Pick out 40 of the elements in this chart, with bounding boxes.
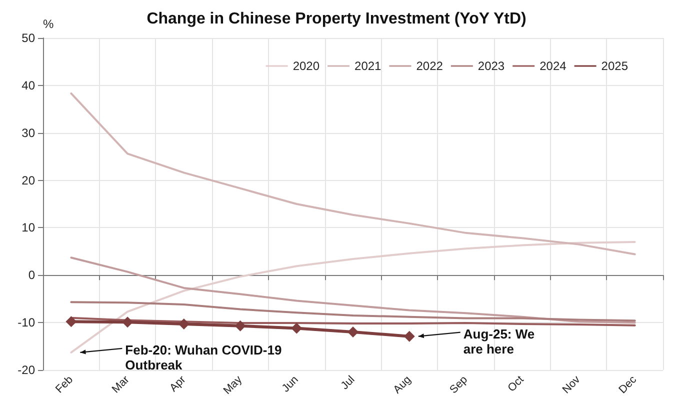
legend-label: 2024 <box>540 59 567 73</box>
x-tick-label: May <box>221 373 245 397</box>
point <box>291 322 302 334</box>
legend-label: 2020 <box>292 59 320 73</box>
x-tick-label: Sep <box>448 374 470 396</box>
x-tick-label: Dec <box>616 373 640 396</box>
legend-label: 2021 <box>354 59 382 73</box>
x-tick-label: Apr <box>168 374 188 394</box>
point <box>234 320 246 332</box>
point <box>66 316 77 328</box>
annotation: Feb-20: Wuhan COVID-19 Outbreak <box>125 342 282 372</box>
y-tick-label: 50 <box>22 31 36 45</box>
legend-label: 2025 <box>601 59 628 73</box>
y-tick-label: 0 <box>28 268 36 282</box>
x-tick-label: Aug <box>391 374 414 396</box>
x-tick-label: Feb <box>54 374 76 396</box>
point <box>178 318 190 330</box>
annotation: Aug-25: We are here <box>463 326 535 356</box>
line-series <box>70 240 636 354</box>
point <box>122 316 134 328</box>
point <box>404 330 415 342</box>
chart-title: Change in Chinese Property Investment (YoY YtD) <box>146 10 526 28</box>
y-tick-label: -20 <box>18 363 36 377</box>
x-tick-label: Nov <box>560 373 584 396</box>
x-tick-label: Jun <box>280 374 301 395</box>
y-tick-label: 10 <box>22 220 36 235</box>
line-series <box>70 256 636 324</box>
line-series <box>70 301 636 322</box>
y-tick-label: 40 <box>22 78 36 92</box>
x-tick-label: Jul <box>338 374 358 392</box>
legend-label: 2022 <box>416 59 444 73</box>
x-tick-label: Mar <box>110 374 132 396</box>
y-axis-title: % <box>43 17 54 31</box>
legend-label: 2023 <box>478 59 505 73</box>
line-series <box>70 92 636 256</box>
x-tick-label: Oct <box>506 374 526 394</box>
y-tick-label: 30 <box>22 126 36 140</box>
y-tick-label: 20 <box>22 173 36 188</box>
y-tick-label: -10 <box>18 316 36 330</box>
point <box>348 326 358 338</box>
